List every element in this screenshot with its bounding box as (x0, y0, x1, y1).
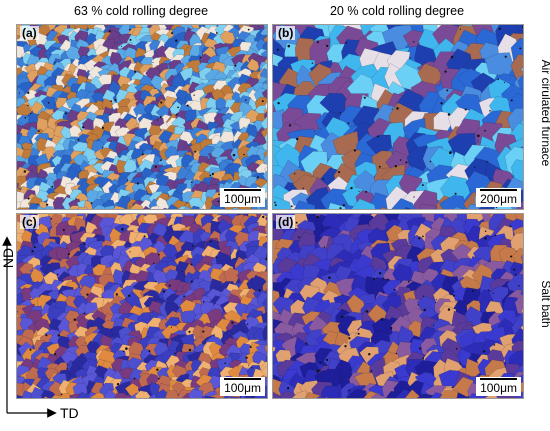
column-title-63: 63 % cold rolling degree (73, 4, 209, 18)
micrograph-c: (c) 100μm (16, 213, 268, 399)
scale-bar-b: 200μm (476, 188, 521, 207)
column-title-20: 20 % cold rolling degree (329, 4, 465, 18)
scale-bar-d: 100μm (476, 377, 521, 396)
panel-label-b: (b) (276, 26, 296, 40)
micrograph-d: (d) 100μm (272, 213, 524, 399)
scale-bar-c: 100μm (220, 377, 265, 396)
axis-arrows (2, 236, 57, 418)
micrograph-a: (a) 100μm (16, 24, 268, 210)
scale-text-d: 100μm (480, 381, 517, 395)
panel-label-d: (d) (276, 215, 296, 229)
axis-label-td: TD (60, 405, 79, 421)
scale-text-a: 100μm (224, 192, 261, 206)
micrograph-b-grains (273, 25, 523, 209)
micrograph-a-grains (17, 25, 267, 209)
panel-label-a: (a) (20, 26, 39, 40)
panel-label-c: (c) (20, 215, 39, 229)
row-title-salt-bath: Salt bath (539, 280, 550, 328)
scale-text-c: 100μm (224, 381, 261, 395)
scale-text-b: 200μm (480, 192, 517, 206)
micrograph-d-grains (273, 214, 523, 398)
micrograph-b: (b) 200μm (272, 24, 524, 210)
scale-bar-a: 100μm (220, 188, 265, 207)
row-title-air-furnace: Air cirulated furnace (539, 59, 550, 167)
micrograph-c-grains (17, 214, 267, 398)
axis-label-nd: ND (0, 247, 17, 269)
